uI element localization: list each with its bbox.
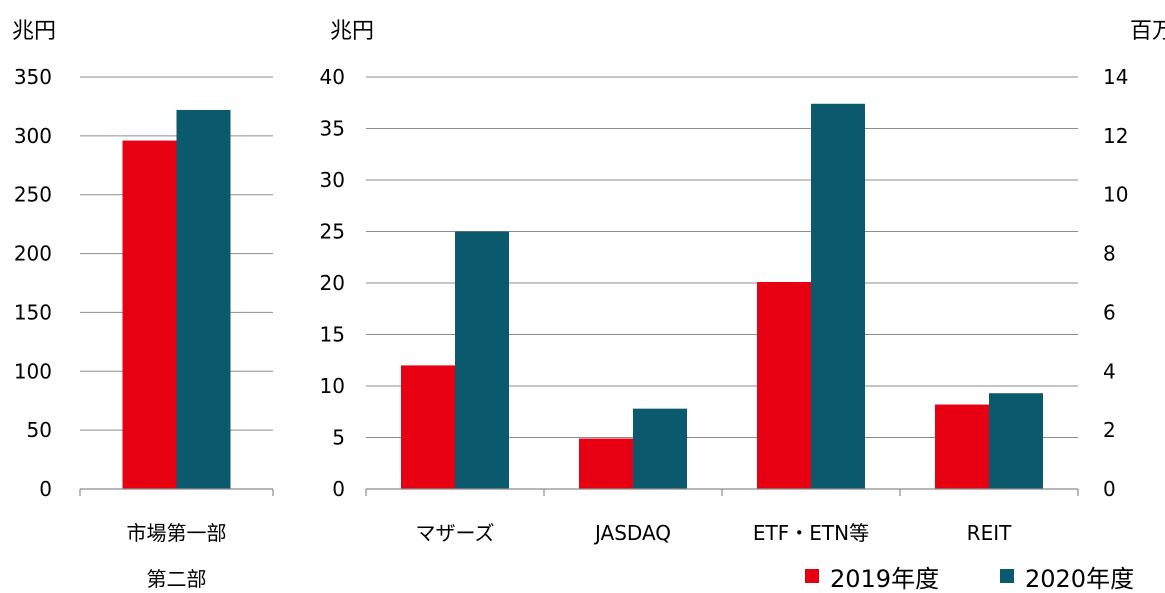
y-tick-label: 50 bbox=[27, 418, 52, 442]
y-tick-label: 0 bbox=[39, 477, 52, 501]
y-tick-label: 250 bbox=[14, 183, 52, 207]
y-tick-label: 4 bbox=[1103, 359, 1116, 383]
y-tick-label: 10 bbox=[1103, 183, 1128, 207]
bar-2019-2 bbox=[757, 281, 811, 489]
y-tick-label: 15 bbox=[320, 323, 345, 347]
bar-2020-1 bbox=[633, 408, 687, 489]
x-category-label: 市場第一部 bbox=[127, 521, 227, 545]
y-tick-label: 35 bbox=[320, 117, 345, 141]
labels: 兆円050100150200250300350市場第一部第二部兆円0510152… bbox=[12, 19, 1165, 591]
y-tick-label: 0 bbox=[332, 477, 345, 501]
bar-2020-0 bbox=[455, 231, 509, 489]
y-tick-label: 150 bbox=[14, 300, 52, 324]
x-category-label: REIT bbox=[967, 521, 1012, 545]
y-unit-label-0: 兆円 bbox=[12, 19, 56, 44]
x-category-label: JASDAQ bbox=[593, 521, 671, 545]
bar-2020-3 bbox=[989, 393, 1043, 489]
legend-label-2019: 2019年度 bbox=[830, 565, 939, 593]
bar-2019-0 bbox=[122, 140, 177, 489]
x-category-label: ETF・ETN等 bbox=[753, 521, 869, 545]
y-tick-label: 10 bbox=[320, 374, 345, 398]
y-tick-label: 100 bbox=[14, 359, 52, 383]
legend-swatch-2019 bbox=[805, 569, 819, 583]
y-tick-label: 14 bbox=[1103, 65, 1128, 89]
legend-label-2020: 2020年度 bbox=[1025, 565, 1134, 593]
legend: 2019年度 2020年度 bbox=[805, 565, 1134, 593]
y-tick-label: 8 bbox=[1103, 242, 1116, 266]
y-tick-label: 30 bbox=[320, 168, 345, 192]
y-tick-label: 2 bbox=[1103, 418, 1116, 442]
y-tick-label: 12 bbox=[1103, 124, 1128, 148]
y-unit-label-1: 兆円 bbox=[330, 19, 374, 44]
bar-2019-3 bbox=[935, 404, 989, 489]
y-tick-label: 20 bbox=[320, 271, 345, 295]
bar-2019-0 bbox=[401, 365, 455, 489]
y-tick-label: 300 bbox=[14, 124, 52, 148]
y-tick-label: 5 bbox=[332, 426, 345, 450]
bar-2020-2 bbox=[811, 103, 865, 489]
y-unit-label-2: 百万 bbox=[1130, 19, 1165, 44]
x-category-label: マザーズ bbox=[416, 521, 495, 545]
y-tick-label: 6 bbox=[1103, 300, 1116, 324]
y-tick-label: 200 bbox=[14, 242, 52, 266]
y-tick-label: 40 bbox=[320, 65, 345, 89]
y-tick-label: 350 bbox=[14, 65, 52, 89]
bars bbox=[122, 103, 1043, 490]
axes bbox=[79, 488, 1079, 496]
legend-swatch-2020 bbox=[1000, 569, 1014, 583]
y-tick-label: 0 bbox=[1103, 477, 1116, 501]
x-category-label: 第二部 bbox=[147, 567, 207, 591]
y-tick-label: 25 bbox=[320, 220, 345, 244]
bar-2020-0 bbox=[176, 109, 231, 490]
bar-2019-1 bbox=[579, 438, 633, 489]
